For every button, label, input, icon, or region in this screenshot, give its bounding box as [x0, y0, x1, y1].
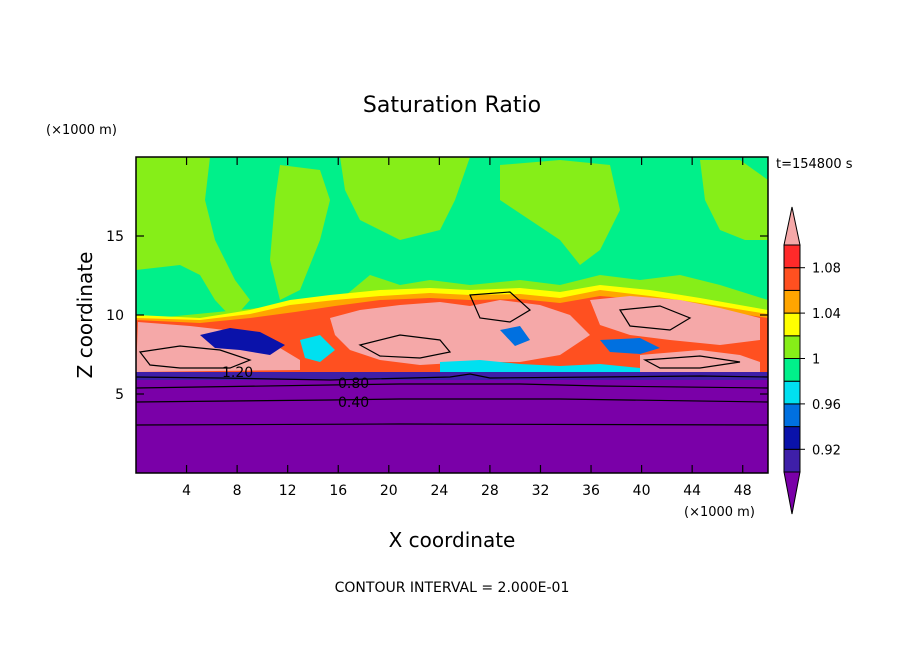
y-tick-label: 15 [106, 229, 124, 245]
colorbar-swatch [783, 426, 801, 450]
x-tick-label: 8 [233, 483, 242, 499]
x-tick-label: 48 [734, 483, 752, 499]
colorbar-label: 1.04 [812, 307, 841, 322]
colorbar-swatch [783, 312, 801, 337]
colorbar-label: 1 [812, 353, 820, 368]
contour-label-group: 1.20 0.80 0.40 [222, 365, 369, 411]
colorbar-swatch [783, 267, 801, 291]
x-tick-label: 12 [279, 483, 297, 499]
x-tick-label: 20 [380, 483, 398, 499]
colorbar-swatch [783, 358, 801, 382]
y-axis: 5 10 15 [106, 229, 768, 403]
y-axis-label: Z coordinate [73, 252, 97, 379]
time-label: t=154800 s [776, 157, 853, 172]
contour-interval-note: CONTOUR INTERVAL = 2.000E-01 [335, 580, 570, 596]
colorbar-swatch [783, 335, 801, 359]
colorbar-swatch [783, 448, 801, 473]
x-tick-label: 24 [430, 483, 448, 499]
colorbar-label: 0.92 [812, 443, 841, 458]
x-tick-label: 16 [329, 483, 347, 499]
contour-lines [136, 291, 768, 426]
x-axis: 4 8 12 16 20 24 28 32 36 40 44 48 [182, 157, 752, 499]
colorbar-upper-extend [783, 206, 801, 246]
x-axis-label: X coordinate [389, 528, 516, 552]
x-tick-label: 28 [481, 483, 499, 499]
x-tick-label: 36 [582, 483, 600, 499]
colorbar-lower-extend [783, 471, 801, 515]
x-unit-label: (×1000 m) [684, 505, 755, 520]
colorbar-swatch [783, 289, 801, 314]
saturation-field [136, 157, 768, 473]
contour-label-1-20: 1.20 [222, 365, 253, 381]
colorbar-swatch [783, 244, 801, 269]
contour-label-0-40: 0.40 [338, 395, 369, 411]
y-tick-label: 10 [106, 308, 124, 324]
chart-title: Saturation Ratio [363, 93, 541, 118]
colorbar-swatch [783, 403, 801, 428]
colorbar-label: 0.96 [812, 398, 841, 413]
colorbar-label: 1.08 [812, 262, 841, 277]
colorbar: 1.08 1.04 1 0.96 0.92 [783, 206, 841, 515]
colorbar-swatch [783, 380, 801, 405]
x-tick-label: 32 [532, 483, 550, 499]
contour-label-0-80: 0.80 [338, 376, 369, 392]
y-unit-label: (×1000 m) [46, 123, 117, 138]
x-tick-label: 44 [683, 483, 701, 499]
y-tick-label: 5 [115, 387, 124, 403]
x-tick-label: 40 [633, 483, 651, 499]
x-tick-label: 4 [182, 483, 191, 499]
